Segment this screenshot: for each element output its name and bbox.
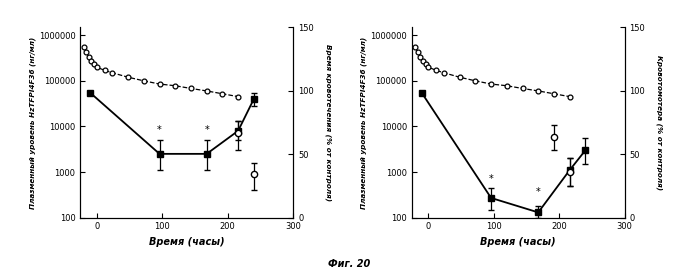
Text: *: * (489, 174, 493, 184)
X-axis label: Время (часы): Время (часы) (480, 237, 556, 247)
Text: *: * (157, 125, 162, 135)
Text: *: * (536, 187, 541, 197)
X-axis label: Время (часы): Время (часы) (149, 237, 225, 247)
Text: *: * (205, 125, 209, 135)
Text: Фиг. 20: Фиг. 20 (328, 259, 370, 269)
Y-axis label: Время кровотечения (% от контроля): Время кровотечения (% от контроля) (325, 44, 332, 201)
Y-axis label: Кровотомотера (% от контроля): Кровотомотера (% от контроля) (656, 55, 663, 190)
Y-axis label: Плазменный уровень HzTFPI4F36 (нг/мл): Плазменный уровень HzTFPI4F36 (нг/мл) (361, 36, 367, 209)
Y-axis label: Плазменный уровень HzTFPI4F36 (нг/мл): Плазменный уровень HzTFPI4F36 (нг/мл) (29, 36, 36, 209)
